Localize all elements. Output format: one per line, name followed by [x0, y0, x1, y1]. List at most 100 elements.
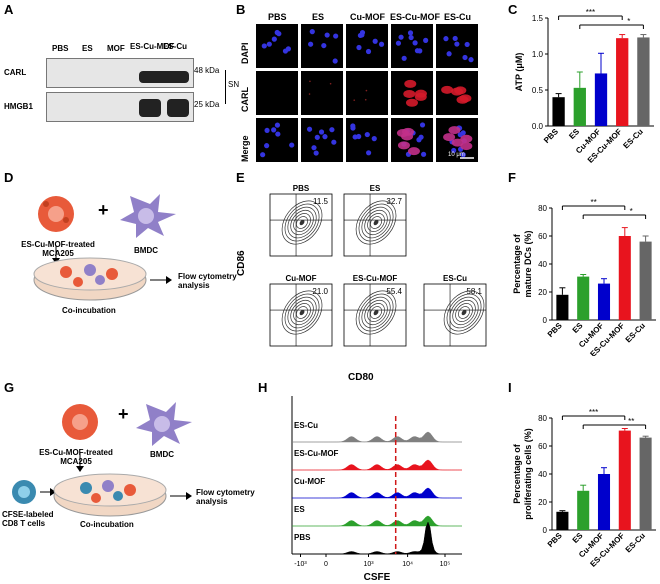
microscopy-grid: [256, 24, 478, 162]
carl-signal: [353, 99, 356, 101]
output-label: Flow cytometry analysis: [178, 272, 237, 290]
panel-label-h: H: [258, 380, 268, 395]
cell2-label: BMDC: [134, 246, 158, 255]
bar: [577, 276, 590, 320]
carl-signal: [451, 87, 464, 96]
y-axis-label: ATP (μM): [514, 53, 524, 92]
track-label: ES-Cu: [294, 421, 318, 430]
micro-column-label: PBS: [268, 12, 287, 22]
nucleus-dot: [408, 34, 414, 41]
nucleus-dot: [452, 35, 458, 42]
nucleus-dot: [398, 34, 404, 40]
histogram-track: [292, 521, 462, 555]
x-tick-label: 10³: [363, 561, 374, 568]
histogram-track: [292, 515, 462, 527]
carl-signal: [405, 98, 418, 107]
output-label: Flow cytometry analysis: [196, 488, 255, 506]
lane-label: ES-Cu-MOF: [130, 42, 175, 51]
contour-ring: [290, 299, 314, 326]
nucleus-dot: [318, 129, 325, 135]
kda-marker: 48 kDa: [194, 66, 220, 75]
micro-row-label: DAPI: [240, 42, 250, 64]
nucleus-dot: [332, 58, 338, 64]
nucleus-dot: [333, 33, 339, 39]
flow-plot-title: ES: [370, 184, 381, 193]
nucleus-dot: [329, 127, 335, 133]
scale-bar-label: 10 μm: [448, 152, 465, 158]
y-axis-label-line: proliferating cells (%): [523, 428, 533, 520]
contour-ring: [361, 296, 391, 329]
cell1-line: ES-Cu-MOF-treated: [21, 240, 95, 249]
lane-label: ES: [82, 44, 93, 53]
bar: [594, 73, 608, 126]
nucleus-dot: [423, 37, 429, 43]
nucleus-dot: [395, 40, 402, 46]
sig-label: ***: [589, 408, 598, 417]
nucleus-dot: [401, 55, 407, 61]
cell3-line: CD8 T cells: [2, 519, 46, 528]
panel-label-i: I: [508, 380, 512, 395]
bar: [573, 87, 586, 126]
bar: [618, 430, 631, 530]
cfse-histogram: ES-Cu ES-Cu-MOF Cu-MOF ES PBS -10³ 0 10³ 10⁴ 10⁵ C…: [291, 396, 462, 583]
bar: [637, 37, 650, 126]
dendritic-cell-icon: [136, 402, 192, 446]
sig-label: **: [590, 198, 596, 207]
sig-label: ***: [586, 8, 595, 17]
sn-bracket: [225, 70, 226, 104]
nucleus-dot: [462, 54, 468, 61]
panel-label-d: D: [4, 170, 14, 185]
nucleus-dot: [451, 147, 457, 154]
contour-core: [373, 219, 379, 226]
nucleus-dot: [414, 48, 421, 54]
contour-ring: [452, 299, 476, 326]
carl-signal: [407, 147, 420, 156]
x-tick-label: -10³: [294, 561, 307, 568]
contour-ring: [296, 216, 309, 229]
carl-signal: [441, 85, 454, 94]
cell1-line: ES-Cu-MOF-treated: [39, 448, 113, 457]
nucleus-dot: [322, 134, 328, 140]
nucleus-dot: [418, 134, 424, 140]
nucleus-dot: [412, 40, 418, 46]
contour-core: [373, 309, 379, 316]
nucleus-dot: [356, 44, 362, 51]
western-blot-hmgb1: [46, 92, 194, 122]
plus-sign: +: [118, 404, 129, 424]
cell3-line: CFSE-labeled: [2, 510, 54, 519]
nucleus-dot: [274, 29, 280, 36]
quadrant-value: 55.4: [386, 287, 402, 296]
sig-label: *: [627, 17, 630, 26]
nucleus-dot: [446, 51, 452, 57]
nucleus-dot: [311, 145, 317, 151]
y-tick-label: 60: [538, 442, 547, 451]
histogram-track: [292, 431, 462, 443]
nucleus-dot: [364, 131, 370, 138]
nucleus-dot: [321, 42, 327, 49]
carl-signal: [448, 126, 461, 135]
nucleus-dot: [457, 132, 463, 138]
contour-ring: [455, 303, 473, 322]
nucleus-dot: [359, 29, 366, 36]
sig-label: *: [630, 207, 633, 216]
contour-ring: [443, 290, 485, 335]
contour-ring: [290, 209, 314, 236]
nucleus-dot: [314, 134, 320, 140]
carl-signal: [460, 134, 473, 143]
y-tick-label: 40: [538, 470, 547, 479]
track-label: ES-Cu-MOF: [294, 449, 339, 458]
panel-label-e: E: [236, 170, 245, 185]
blot-row-label: CARL: [4, 68, 27, 77]
nucleus-dot: [350, 125, 356, 131]
contour-ring: [449, 296, 479, 329]
contour-ring: [358, 203, 394, 242]
bar: [577, 490, 590, 530]
nucleus-dot: [271, 36, 277, 42]
flow-xlabel: CD80: [348, 372, 374, 383]
contour-ring: [284, 203, 320, 242]
output-line: Flow cytometry: [178, 272, 237, 281]
nucleus-dot: [266, 41, 272, 47]
output-line: analysis: [178, 281, 210, 290]
blot-band: [139, 71, 189, 83]
